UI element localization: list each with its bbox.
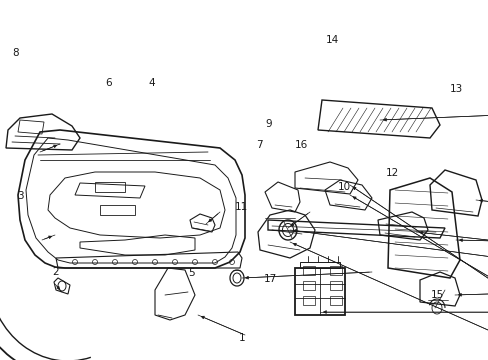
Text: 17: 17 — [263, 274, 277, 284]
Text: 11: 11 — [235, 202, 248, 212]
Text: 15: 15 — [430, 290, 444, 300]
Text: 4: 4 — [148, 78, 155, 89]
Text: 12: 12 — [386, 168, 399, 178]
Text: 6: 6 — [105, 78, 112, 89]
Text: 8: 8 — [12, 48, 19, 58]
Text: 13: 13 — [449, 84, 462, 94]
Text: 3: 3 — [17, 191, 23, 201]
Text: 1: 1 — [238, 333, 245, 343]
Text: 16: 16 — [294, 140, 308, 150]
Text: 5: 5 — [188, 268, 195, 278]
Text: 14: 14 — [325, 35, 339, 45]
Text: 9: 9 — [265, 119, 272, 129]
Text: 7: 7 — [255, 140, 262, 150]
Text: 2: 2 — [52, 267, 59, 277]
Text: 10: 10 — [337, 182, 350, 192]
